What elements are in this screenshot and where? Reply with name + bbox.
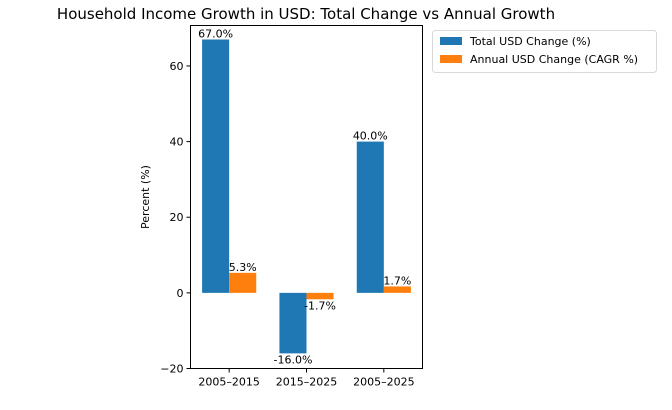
bar-total-0 — [202, 39, 230, 293]
data-label-annual-1: -1.7% — [304, 299, 336, 312]
data-label-total-0: 67.0% — [198, 27, 233, 40]
x-tick-label: 2005–2015 — [198, 376, 260, 389]
y-ticks: −20 0 20 40 60 — [160, 60, 191, 376]
y-tick-label: 40 — [170, 136, 184, 149]
y-tick-label: 60 — [170, 60, 184, 73]
bar-total-2 — [356, 141, 384, 293]
y-tick-label: −20 — [160, 363, 183, 376]
x-tick-label: 2005–2025 — [353, 376, 415, 389]
x-tick-label: 2015–2025 — [276, 376, 338, 389]
x-ticks: 2005–2015 2015–2025 2005–2025 — [198, 368, 415, 389]
y-axis-label: Percent (%) — [139, 165, 152, 229]
data-labels-layer: 67.0% -16.0% 40.0% 5.3% -1.7% 1.7% — [198, 27, 411, 366]
chart-title: Household Income Growth in USD: Total Ch… — [57, 5, 555, 23]
y-tick-label: 0 — [177, 287, 184, 300]
legend-swatch-0 — [440, 37, 462, 45]
data-label-total-1: -16.0% — [274, 353, 313, 366]
data-label-annual-2: 1.7% — [383, 274, 411, 287]
legend-frame — [432, 30, 657, 73]
legend-label-1: Annual USD Change (CAGR %) — [470, 53, 638, 66]
y-tick-label: 20 — [170, 211, 184, 224]
bar-annual-1 — [306, 292, 334, 300]
legend-label-0: Total USD Change (%) — [469, 35, 591, 48]
bars-layer — [202, 39, 411, 354]
bar-annual-0 — [229, 272, 257, 293]
bar-annual-2 — [383, 286, 411, 293]
legend-swatch-1 — [440, 55, 462, 63]
legend: Total USD Change (%) Annual USD Change (C… — [432, 30, 657, 73]
data-label-annual-0: 5.3% — [229, 261, 257, 274]
bar-total-1 — [279, 292, 307, 354]
data-label-total-2: 40.0% — [353, 130, 388, 143]
